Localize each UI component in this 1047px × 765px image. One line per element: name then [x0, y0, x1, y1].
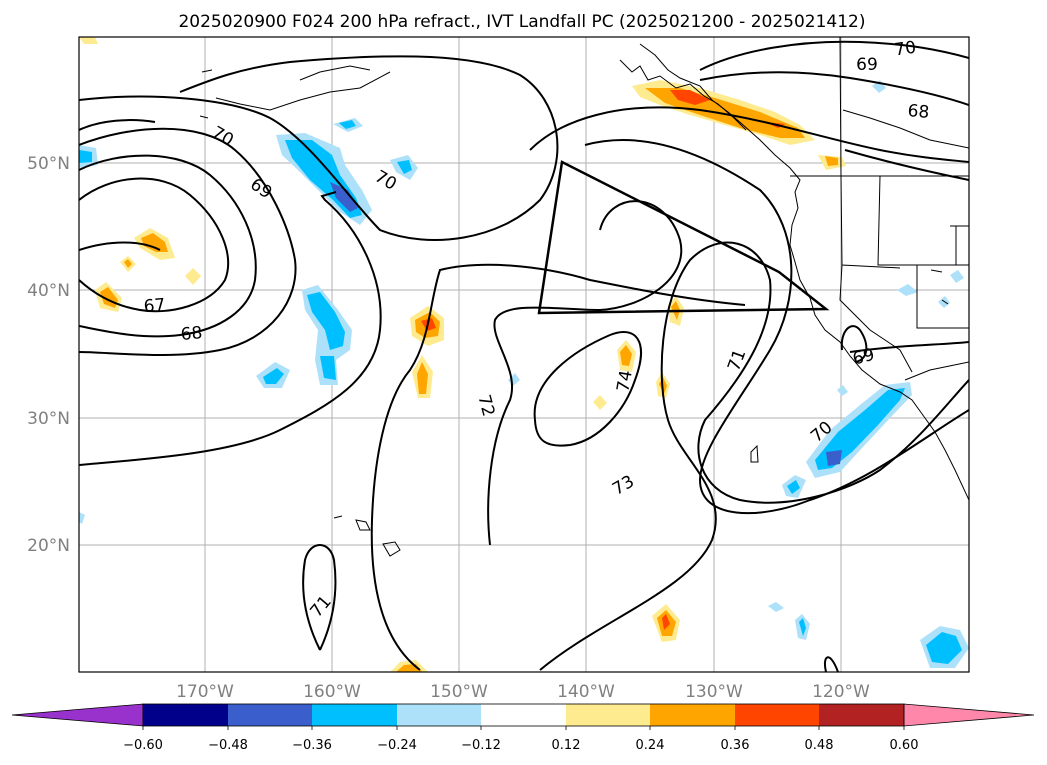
- contour-label: 68: [180, 323, 203, 345]
- lon-label-140w: 140°W: [557, 682, 615, 702]
- latitude-labels: 50°N 40°N 30°N 20°N: [27, 154, 70, 556]
- lon-label-170w: 170°W: [176, 682, 234, 702]
- colorbar-segment: [819, 704, 904, 726]
- lat-label-40n: 40°N: [27, 281, 70, 301]
- lon-label-150w: 150°W: [430, 682, 488, 702]
- landfall-region-polygon: [537, 160, 830, 315]
- colorbar-tick-label: 0.36: [721, 738, 750, 753]
- contour-label: 74: [613, 369, 636, 394]
- colorbar: −0.60 −0.48 −0.36 −0.24 −0.12 0.12 0.24 …: [11, 703, 1035, 753]
- colorbar-segment: [397, 704, 481, 726]
- lat-label-50n: 50°N: [27, 154, 70, 174]
- contour-label: 68: [907, 101, 930, 123]
- colorbar-tick-label: 0.24: [636, 738, 665, 753]
- colorbar-extend-high: [903, 703, 1035, 727]
- lon-label-120w: 120°W: [812, 682, 870, 702]
- contour-label: 67: [143, 295, 166, 317]
- map-panel: 70 69 68 70 69 67 68 70 72 74 73 71 69 7…: [79, 37, 969, 672]
- colorbar-tick-label: −0.48: [208, 738, 248, 753]
- colorbar-segment: [735, 704, 819, 726]
- colorbar-segment: [312, 704, 397, 726]
- colorbar-tick-label: −0.36: [292, 738, 332, 753]
- colorbar-tick-label: 0.12: [552, 738, 581, 753]
- lat-label-20n: 20°N: [27, 536, 70, 556]
- lon-label-160w: 160°W: [303, 682, 361, 702]
- colorbar-segment: [650, 704, 735, 726]
- contour-lines: [79, 40, 969, 672]
- longitude-labels: 170°W 160°W 150°W 140°W 130°W 120°W: [176, 682, 870, 702]
- colorbar-tick-label: 0.60: [890, 738, 919, 753]
- contour-label: 69: [856, 55, 878, 75]
- colorbar-tick-label: −0.12: [461, 738, 501, 753]
- colorbar-segment: [228, 704, 312, 726]
- map-frame: [78, 36, 970, 673]
- map-title: 2025020900 F024 200 hPa refract., IVT La…: [178, 12, 865, 32]
- colorbar-tick-label: −0.24: [377, 738, 417, 753]
- colorbar-segment: [566, 704, 650, 726]
- colorbar-tick-label: −0.60: [123, 738, 163, 753]
- colorbar-segment: [481, 704, 566, 726]
- lat-label-30n: 30°N: [27, 409, 70, 429]
- lon-label-130w: 130°W: [685, 682, 743, 702]
- filled-patches: [79, 37, 969, 672]
- colorbar-tick-label: 0.48: [805, 738, 834, 753]
- colorbar-extend-low: [11, 703, 144, 727]
- contour-label: 70: [893, 38, 917, 61]
- colorbar-segment: [143, 704, 228, 726]
- coastlines: [199, 37, 969, 557]
